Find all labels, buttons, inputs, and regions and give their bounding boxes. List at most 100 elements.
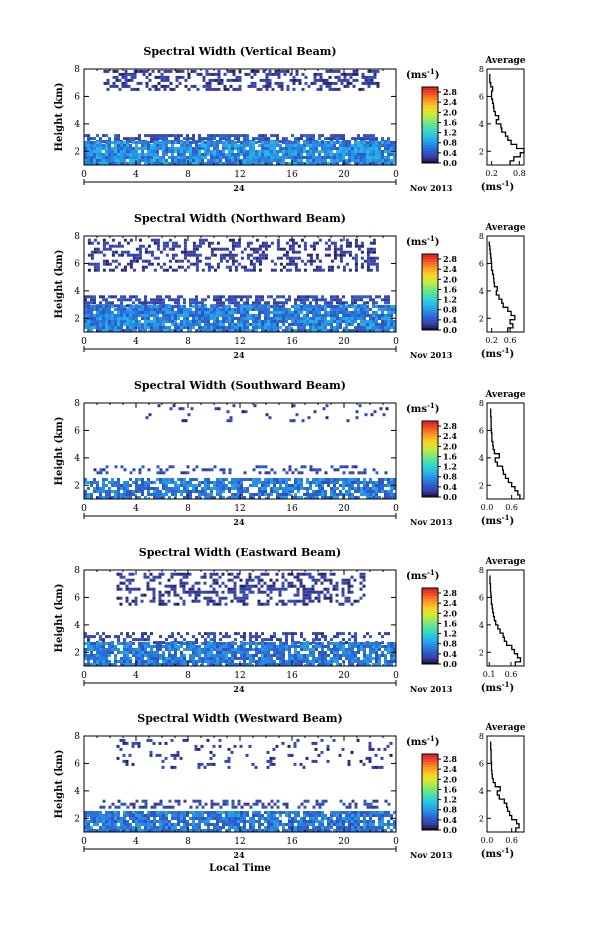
heatmap-cell: [264, 159, 267, 162]
heatmap-cell: [168, 481, 171, 484]
heatmap-cell: [144, 159, 147, 162]
heatmap-cell: [222, 329, 225, 332]
heatmap-cell: [176, 602, 180, 606]
heatmap-cell: [138, 657, 141, 660]
heatmap-cell: [144, 481, 147, 484]
heatmap-cell: [207, 241, 211, 245]
colorbar-segment: [422, 142, 438, 146]
average-y-tick-label: 8: [479, 232, 484, 241]
heatmap-cell: [125, 587, 129, 591]
colorbar-segment: [422, 471, 438, 475]
heatmap-cell: [320, 575, 324, 579]
heatmap-cell: [134, 596, 138, 600]
heatmap-cell: [198, 651, 201, 654]
heatmap-cell: [216, 147, 219, 150]
colorbar-unit-text: (ms: [406, 404, 427, 415]
y-axis-label: Height (km): [54, 250, 65, 319]
heatmap-cell: [213, 657, 216, 660]
heatmap-cell: [141, 478, 144, 481]
heatmap-cell: [195, 265, 199, 269]
colorbar-segment: [422, 481, 438, 485]
heatmap-cell: [207, 635, 210, 639]
heatmap-cell: [201, 268, 205, 272]
heatmap-cell: [272, 584, 276, 588]
heatmap-cell: [169, 87, 173, 91]
heatmap-cell: [141, 311, 144, 314]
colorbar-segment: [422, 456, 438, 460]
heatmap-cell: [144, 301, 147, 305]
heatmap-cell: [360, 308, 363, 311]
heatmap-cell: [198, 134, 201, 138]
heatmap-cell: [333, 241, 337, 245]
heatmap-cell: [372, 323, 375, 326]
heatmap-cell: [360, 305, 363, 308]
heatmap-cell: [147, 134, 150, 138]
heatmap-cell: [123, 141, 126, 144]
heatmap-cell: [99, 663, 102, 666]
heatmap-cell: [96, 250, 100, 254]
heatmap-cell: [90, 311, 93, 314]
heatmap-cell: [288, 484, 291, 487]
heatmap-cell: [217, 87, 221, 91]
heatmap-cell: [156, 660, 159, 663]
heatmap-cell: [249, 314, 252, 317]
heatmap-cell: [171, 147, 174, 150]
heatmap-cell: [162, 244, 166, 248]
heatmap-cell: [205, 72, 209, 76]
heatmap-cell: [372, 141, 375, 144]
heatmap-cell: [192, 159, 195, 162]
heatmap-cell: [252, 141, 255, 144]
heatmap-cell: [315, 265, 319, 269]
heatmap-cell: [126, 150, 129, 153]
heatmap-cell: [208, 84, 212, 88]
heatmap-cell: [381, 323, 384, 326]
heatmap-cell: [195, 144, 198, 147]
heatmap-cell: [315, 632, 318, 636]
heatmap-cell: [147, 320, 150, 323]
heatmap-cell: [384, 320, 387, 323]
heatmap-cell: [198, 259, 202, 263]
heatmap-cell: [260, 572, 264, 576]
heatmap-cell: [249, 150, 252, 153]
heatmap-cell: [270, 147, 273, 150]
heatmap-cell: [289, 419, 293, 423]
heatmap-cell: [90, 651, 93, 654]
heatmap-cell: [153, 162, 156, 165]
heatmap-cell: [279, 484, 282, 487]
colorbar-segment: [422, 327, 438, 331]
heatmap-cell: [366, 247, 370, 251]
heatmap-cell: [303, 465, 307, 469]
colorbar-segment: [422, 459, 438, 462]
heatmap-cell: [333, 137, 336, 141]
heatmap-cell: [238, 84, 242, 88]
heatmap-cell: [336, 657, 339, 660]
heatmap-cell: [177, 657, 180, 660]
heatmap-cell: [99, 147, 102, 150]
heatmap-cell: [288, 268, 292, 272]
heatmap-cell: [312, 314, 315, 317]
heatmap-cell: [225, 156, 228, 159]
heatmap-cell: [162, 493, 165, 496]
heatmap-cell: [180, 663, 183, 666]
heatmap-cell: [276, 323, 279, 326]
heatmap-cell: [306, 162, 309, 165]
heatmap-cell: [126, 314, 129, 317]
heatmap-cell: [219, 314, 222, 317]
heatmap-cell: [124, 75, 128, 79]
heatmap-cell: [339, 317, 342, 320]
heatmap-cell: [261, 159, 264, 162]
colorbar-segment: [422, 299, 438, 303]
heatmap-cell: [261, 144, 264, 147]
heatmap-cell: [207, 660, 210, 663]
heatmap-cell: [303, 301, 306, 305]
heatmap-cell: [315, 295, 318, 299]
heatmap-cell: [180, 490, 183, 493]
heatmap-cell: [192, 153, 195, 156]
heatmap-cell: [216, 295, 219, 299]
heatmap-cell: [105, 159, 108, 162]
heatmap-cell: [372, 238, 376, 242]
heatmap-cell: [354, 244, 358, 248]
heatmap-cell: [204, 329, 207, 332]
heatmap-cell: [300, 301, 303, 305]
heatmap-cell: [90, 308, 93, 311]
